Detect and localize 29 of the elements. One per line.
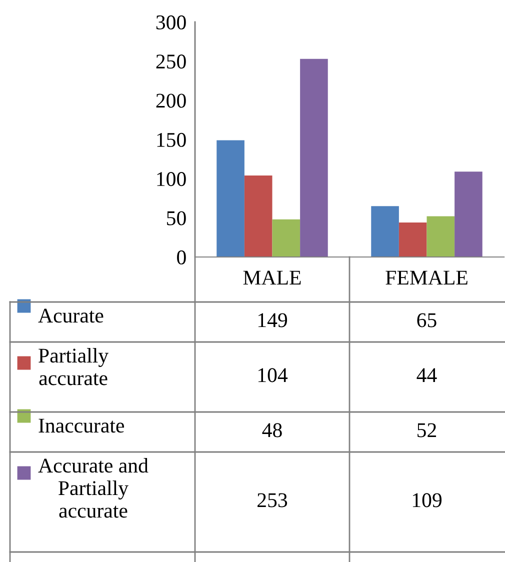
- bar: [398, 222, 427, 257]
- legend-label: Acurate: [38, 308, 104, 323]
- y-tick-label: 0: [177, 250, 186, 264]
- bar: [272, 219, 300, 257]
- bar: [216, 140, 244, 257]
- data-label: 44: [416, 368, 437, 382]
- y-tick-label: 200: [156, 94, 186, 108]
- x-tick-label: MALE: [243, 270, 301, 285]
- y-tick-label: 300: [156, 15, 186, 30]
- bar: [244, 176, 272, 257]
- data-label: 48: [262, 423, 282, 438]
- x-tick-label: FEMALE: [386, 270, 468, 285]
- legend-label: Inaccurate: [38, 418, 124, 433]
- bar: [300, 58, 328, 257]
- bar: [454, 172, 482, 257]
- y-tick-label: 50: [167, 211, 186, 226]
- data-label: 52: [418, 423, 436, 438]
- data-label: 109: [412, 493, 442, 508]
- bar: [426, 216, 455, 257]
- data-label: 104: [258, 368, 288, 382]
- y-tick-label: 150: [157, 132, 186, 147]
- data-label: 253: [258, 493, 288, 508]
- y-tick-label: 250: [156, 54, 186, 69]
- bar: [371, 206, 399, 257]
- data-label: 65: [417, 313, 436, 328]
- legend-label: Accurate and Partially accurate: [38, 458, 148, 518]
- legend-label: Partially accurate: [38, 348, 109, 386]
- y-tick-label: 100: [157, 172, 186, 186]
- data-label: 149: [258, 313, 288, 328]
